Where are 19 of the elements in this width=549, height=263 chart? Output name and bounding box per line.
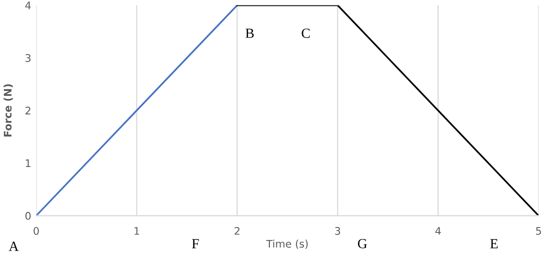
text: G <box>358 239 367 248</box>
y-tick-label: 1 <box>26 159 30 168</box>
y-tick-label: 3 <box>26 54 31 62</box>
x-tick-label: 4 <box>435 227 441 235</box>
annotation: C <box>302 28 310 38</box>
x-tick-label: 3 <box>335 226 340 235</box>
text: E <box>490 239 498 248</box>
x-tick-label: 5 <box>536 227 541 235</box>
y-tick-label: 0 <box>25 212 31 220</box>
text: F <box>192 239 199 248</box>
x-axis-title: Time (s) <box>266 240 308 249</box>
y-tick-label: 2 <box>26 106 30 114</box>
x-tick-label: 2 <box>234 226 240 235</box>
annotation: B <box>246 28 254 38</box>
text: A <box>8 242 19 251</box>
x-tick-label: 1 <box>134 227 140 235</box>
y-axis-title: Force (N) <box>4 84 13 137</box>
y-tick-label: 4 <box>25 2 31 10</box>
x-tick-label: 0 <box>34 226 39 235</box>
